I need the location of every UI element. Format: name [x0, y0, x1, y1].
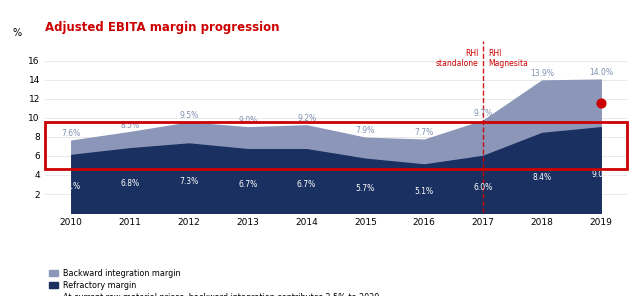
- Text: 9.0%: 9.0%: [591, 170, 611, 179]
- Text: 5.1%: 5.1%: [415, 187, 434, 196]
- Bar: [45, 122, 627, 169]
- Text: 13.9%: 13.9%: [530, 69, 554, 78]
- Text: 5.7%: 5.7%: [356, 184, 375, 193]
- Text: 9.7%: 9.7%: [474, 109, 493, 118]
- Text: 7.6%: 7.6%: [61, 129, 81, 138]
- Text: RHI
standalone: RHI standalone: [436, 49, 478, 68]
- Text: 7.9%: 7.9%: [356, 126, 375, 135]
- Text: 7.3%: 7.3%: [179, 177, 198, 186]
- Text: 9.2%: 9.2%: [297, 114, 316, 123]
- Text: Adjusted EBITA margin progression: Adjusted EBITA margin progression: [45, 21, 279, 34]
- Text: 7.7%: 7.7%: [415, 128, 434, 137]
- Text: 6.7%: 6.7%: [297, 180, 316, 189]
- Text: 6.7%: 6.7%: [238, 180, 257, 189]
- Point: [596, 101, 606, 106]
- Text: RHI
Magnesita: RHI Magnesita: [488, 49, 527, 68]
- Text: 8.5%: 8.5%: [120, 121, 140, 130]
- Text: 8.4%: 8.4%: [532, 173, 552, 181]
- Text: %: %: [13, 28, 22, 38]
- Text: 9.5%: 9.5%: [179, 111, 198, 120]
- Text: 6.1%: 6.1%: [61, 182, 81, 192]
- Text: 14.0%: 14.0%: [589, 68, 612, 77]
- Text: 6.8%: 6.8%: [120, 179, 140, 189]
- Legend: Backward integration margin, Refractory margin, At current raw material prices, : Backward integration margin, Refractory …: [49, 269, 379, 296]
- Text: 6.0%: 6.0%: [474, 183, 493, 192]
- Text: 9.0%: 9.0%: [238, 116, 257, 125]
